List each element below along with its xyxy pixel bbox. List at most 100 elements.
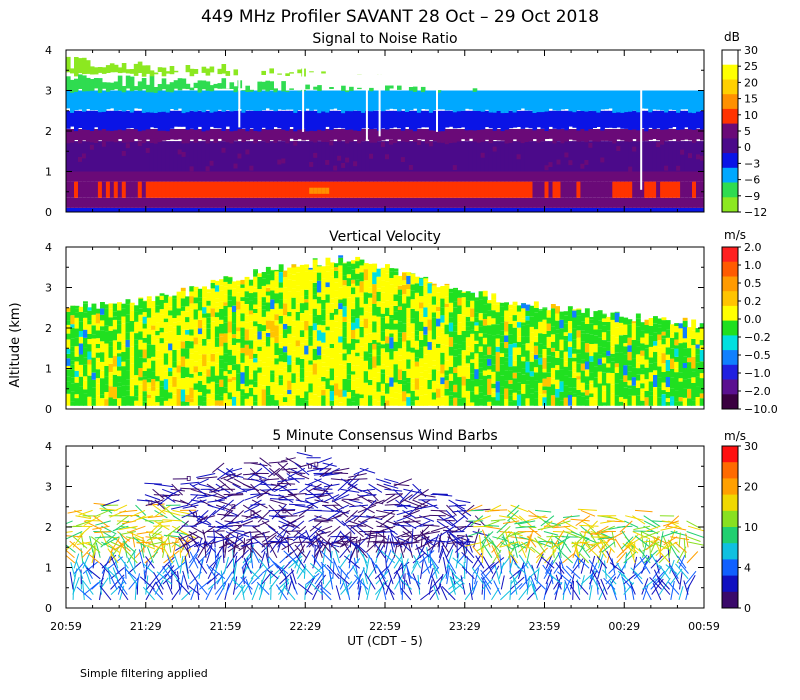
velocity-cell — [423, 378, 429, 390]
snr-cell — [676, 171, 681, 182]
snr-cell — [133, 86, 139, 91]
snr-cell — [289, 110, 294, 127]
velocity-cell — [278, 264, 284, 272]
velocity-cell — [257, 289, 263, 301]
velocity-cell — [453, 392, 458, 398]
velocity-cell — [436, 388, 441, 398]
velocity-cell — [193, 290, 199, 298]
velocity-cell — [525, 343, 531, 351]
snr-cell — [500, 110, 506, 132]
velocity-cell — [593, 356, 599, 367]
wind-barb — [366, 582, 372, 601]
snr-cell — [249, 110, 254, 129]
velocity-cell — [193, 303, 199, 310]
velocity-cell — [121, 361, 127, 367]
snr-cell — [70, 181, 75, 198]
snr-cell — [261, 90, 266, 111]
snr-cell — [624, 207, 629, 212]
velocity-cell — [584, 389, 590, 396]
velocity-cell — [385, 400, 390, 406]
velocity-cell — [346, 297, 352, 304]
snr-cell — [420, 90, 426, 109]
velocity-cell — [691, 356, 697, 369]
velocity-cell — [176, 349, 182, 361]
wind-barb — [220, 510, 234, 521]
velocity-cell — [393, 306, 399, 312]
snr-cell — [321, 197, 326, 208]
velocity-cell — [112, 303, 118, 312]
velocity-cell — [576, 376, 582, 380]
velocity-cell — [321, 320, 327, 326]
velocity-cell — [253, 370, 258, 382]
wind-barb — [156, 571, 173, 585]
snr-cell — [161, 90, 167, 112]
velocity-cell — [529, 401, 535, 406]
velocity-cell — [678, 338, 684, 344]
snr-cell — [269, 129, 274, 141]
velocity-cell — [295, 272, 301, 281]
velocity-cell — [168, 310, 173, 316]
velocity-cell — [291, 326, 297, 337]
velocity-cell — [70, 383, 76, 392]
velocity-cell — [495, 400, 501, 406]
velocity-cell — [121, 303, 127, 309]
wind-barb — [523, 564, 527, 585]
snr-cell — [424, 197, 430, 208]
snr-cell — [696, 181, 701, 198]
velocity-cell — [125, 359, 131, 371]
velocity-cell — [482, 370, 488, 376]
velocity-cell — [108, 372, 114, 379]
wind-barb — [238, 520, 254, 528]
velocity-cell — [440, 288, 446, 299]
velocity-cell — [525, 372, 531, 381]
wind-barb — [207, 499, 225, 503]
snr-cell — [696, 197, 701, 208]
velocity-cell — [261, 398, 267, 406]
velocity-cell — [550, 316, 556, 327]
velocity-cell — [623, 387, 629, 399]
snr-cell — [309, 187, 314, 194]
snr-cell — [125, 207, 131, 212]
snr-cell — [397, 141, 402, 172]
velocity-cell — [329, 368, 335, 381]
velocity-cell — [559, 339, 565, 351]
velocity-cell — [618, 390, 624, 398]
wind-barb — [99, 508, 118, 511]
velocity-cell — [159, 327, 165, 333]
velocity-cell — [550, 351, 556, 357]
wind-barb — [464, 541, 484, 547]
velocity-cell — [304, 371, 310, 377]
velocity-cell — [414, 335, 420, 341]
snr-cell — [117, 207, 123, 212]
velocity-cell — [104, 343, 110, 356]
velocity-cell — [627, 351, 633, 361]
velocity-cell — [70, 364, 76, 370]
snr-cell — [169, 66, 175, 75]
velocity-cell — [699, 323, 704, 328]
wind-barb — [339, 554, 350, 569]
snr-cell — [237, 207, 243, 212]
velocity-cell — [146, 353, 152, 359]
velocity-cell — [287, 279, 293, 292]
velocity-cell — [78, 311, 84, 322]
snr-cell — [277, 73, 282, 75]
velocity-cell — [244, 279, 250, 292]
velocity-cell — [78, 354, 84, 365]
velocity-cell — [351, 349, 356, 362]
snr-cell — [504, 129, 510, 144]
snr-cell — [668, 141, 673, 172]
wind-barb — [291, 520, 305, 532]
snr-cell — [584, 129, 589, 143]
velocity-cell — [389, 333, 395, 338]
velocity-cell — [368, 297, 373, 307]
velocity-cell — [402, 303, 407, 312]
velocity-cell — [236, 327, 241, 332]
snr-cell — [353, 90, 358, 111]
snr-cell — [293, 171, 298, 182]
snr-cell — [221, 147, 227, 153]
snr-cell — [305, 84, 310, 90]
wind-barb — [499, 515, 518, 520]
velocity-cell — [516, 390, 522, 395]
snr-cell — [580, 110, 585, 129]
velocity-cell — [410, 290, 416, 300]
